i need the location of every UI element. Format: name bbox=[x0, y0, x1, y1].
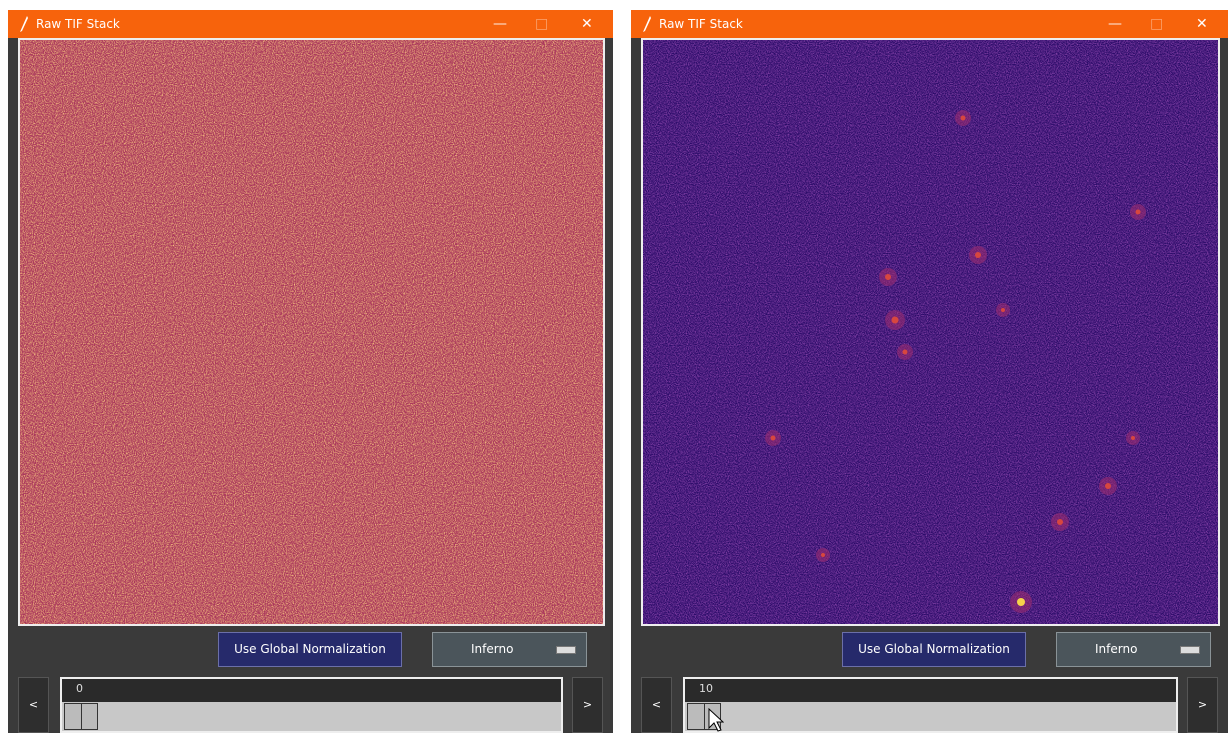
normalization-button[interactable]: Use Global Normalization bbox=[842, 632, 1026, 667]
noise bbox=[643, 40, 1218, 624]
frame-slider[interactable]: 10 bbox=[683, 677, 1178, 733]
spot bbox=[771, 436, 776, 441]
normalization-button[interactable]: Use Global Normalization bbox=[218, 632, 402, 667]
image-view bbox=[641, 38, 1220, 626]
slider-value: 0 bbox=[76, 682, 83, 695]
window: Raw TIF Stack — □ ✕ Use Global Normalization… bbox=[8, 10, 613, 733]
dropdown-knob bbox=[556, 646, 576, 654]
window: Raw TIF Stack — □ ✕ Use Global Normalization… bbox=[631, 10, 1228, 733]
image-view bbox=[18, 38, 605, 626]
maximize-button[interactable]: □ bbox=[1150, 10, 1163, 38]
slider-value: 10 bbox=[699, 682, 713, 695]
minimize-button[interactable]: — bbox=[493, 10, 507, 38]
colormap-label: Inferno bbox=[1095, 642, 1137, 656]
spot bbox=[892, 317, 899, 324]
colormap-dropdown[interactable]: Inferno bbox=[1056, 632, 1211, 667]
feather bbox=[20, 16, 28, 32]
spot bbox=[1136, 210, 1141, 215]
spot bbox=[1105, 483, 1111, 489]
feather bbox=[643, 16, 651, 32]
title-bar: Raw TIF Stack — □ ✕ bbox=[631, 10, 1228, 38]
feather-icon bbox=[17, 10, 29, 38]
noise bbox=[20, 40, 603, 624]
close-button[interactable]: ✕ bbox=[581, 10, 593, 38]
close-button[interactable]: ✕ bbox=[1196, 10, 1208, 38]
feather-icon bbox=[640, 10, 652, 38]
frame-slider[interactable]: 0 bbox=[60, 677, 563, 733]
next-button[interactable]: > bbox=[572, 677, 603, 733]
mouse-cursor bbox=[708, 708, 724, 732]
spot bbox=[821, 553, 825, 557]
minimize-button[interactable]: — bbox=[1108, 10, 1122, 38]
spot bbox=[975, 252, 981, 258]
spot bbox=[1017, 598, 1025, 606]
prev-button[interactable]: < bbox=[641, 677, 672, 733]
spot bbox=[885, 274, 891, 280]
next-button[interactable]: > bbox=[1187, 677, 1218, 733]
slider-thumb[interactable] bbox=[64, 703, 98, 730]
colormap-dropdown[interactable]: Inferno bbox=[432, 632, 587, 667]
dropdown-knob bbox=[1180, 646, 1200, 654]
spot bbox=[1001, 308, 1005, 312]
window-title: Raw TIF Stack bbox=[36, 10, 120, 38]
cursor-arrow bbox=[709, 709, 723, 731]
window-title: Raw TIF Stack bbox=[659, 10, 743, 38]
spot bbox=[1057, 519, 1063, 525]
spot bbox=[1131, 436, 1135, 440]
spot bbox=[961, 116, 966, 121]
slider-trough bbox=[685, 702, 1176, 731]
image bbox=[643, 40, 1218, 624]
slider-trough bbox=[62, 702, 561, 731]
title-bar: Raw TIF Stack — □ ✕ bbox=[8, 10, 613, 38]
prev-button[interactable]: < bbox=[18, 677, 49, 733]
spot bbox=[903, 350, 908, 355]
screen: Raw TIF Stack — □ ✕ Use Global Normalization… bbox=[0, 0, 1228, 733]
image bbox=[20, 40, 603, 624]
maximize-button[interactable]: □ bbox=[535, 10, 548, 38]
colormap-label: Inferno bbox=[471, 642, 513, 656]
